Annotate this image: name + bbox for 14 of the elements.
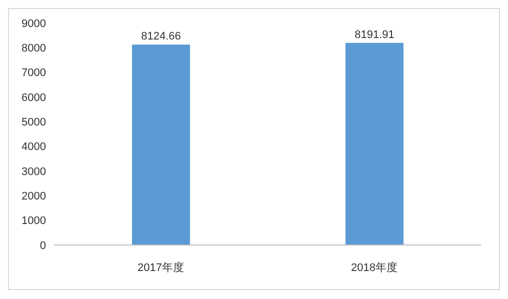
y-tick-label: 2000 — [22, 190, 46, 203]
x-tick-label: 2018年度 — [351, 260, 398, 274]
y-tick-label: 0 — [40, 240, 46, 252]
y-tick-label: 5000 — [22, 116, 46, 129]
x-tick-label: 2017年度 — [138, 260, 184, 274]
data-label: 8191.91 — [354, 28, 394, 41]
y-tick-label: 1000 — [22, 215, 46, 228]
y-tick-label: 6000 — [22, 92, 46, 104]
data-label: 8124.66 — [141, 30, 181, 43]
y-tick-label: 3000 — [22, 166, 46, 178]
y-tick-label: 7000 — [22, 67, 46, 80]
y-tick-label: 9000 — [22, 18, 46, 30]
y-tick-label: 4000 — [22, 141, 46, 154]
y-tick-label: 8000 — [22, 42, 46, 55]
